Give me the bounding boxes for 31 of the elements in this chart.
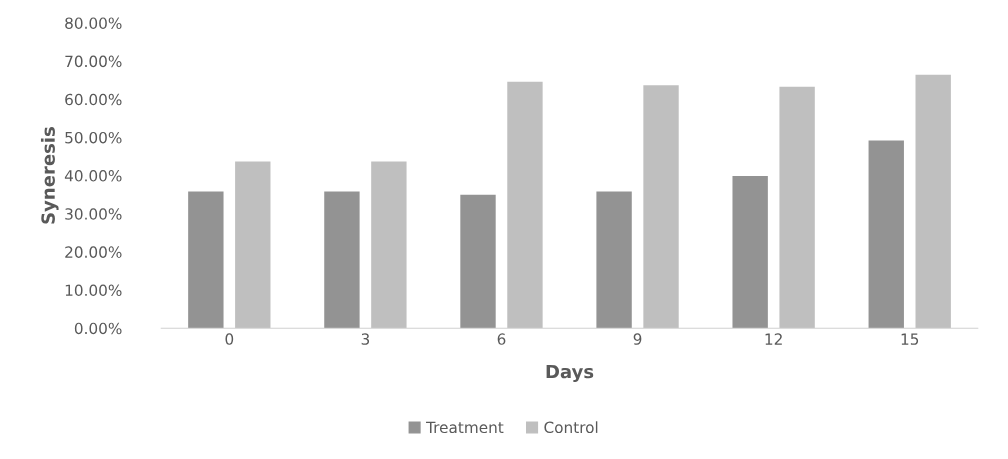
- legend-label: Treatment: [426, 421, 504, 434]
- bar: [324, 191, 360, 329]
- x-tick-label: 12: [765, 333, 782, 345]
- y-tick-label: 20.00%: [65, 246, 122, 258]
- y-tick-label: 10.00%: [65, 284, 122, 297]
- bar: [732, 175, 768, 329]
- y-axis-title: Syneresis: [40, 127, 59, 224]
- legend-label: Control: [544, 421, 598, 434]
- bar: [507, 81, 543, 329]
- y-tick-label: 80.00%: [65, 17, 122, 29]
- x-tick-label: 6: [497, 333, 506, 345]
- x-tick-label: 9: [633, 333, 642, 345]
- y-tick-label: 0.00%: [74, 322, 122, 335]
- bar: [188, 191, 224, 329]
- bar: [915, 74, 951, 329]
- y-tick-label: 70.00%: [65, 55, 122, 68]
- x-tick-label: 3: [361, 333, 370, 345]
- bar: [460, 194, 496, 329]
- y-tick-label: 30.00%: [65, 208, 122, 220]
- bar: [596, 191, 632, 329]
- bar: [235, 161, 271, 329]
- y-tick-label: 50.00%: [65, 131, 122, 144]
- x-tick-label: 0: [225, 333, 234, 345]
- bar: [868, 140, 904, 329]
- y-tick-label: 60.00%: [65, 93, 122, 106]
- y-tick-label: 40.00%: [64, 170, 122, 182]
- bar: [779, 86, 815, 329]
- bar: [643, 85, 679, 329]
- x-axis-title: Days: [546, 364, 594, 382]
- x-tick-label: 15: [901, 333, 919, 345]
- bar: [371, 161, 407, 329]
